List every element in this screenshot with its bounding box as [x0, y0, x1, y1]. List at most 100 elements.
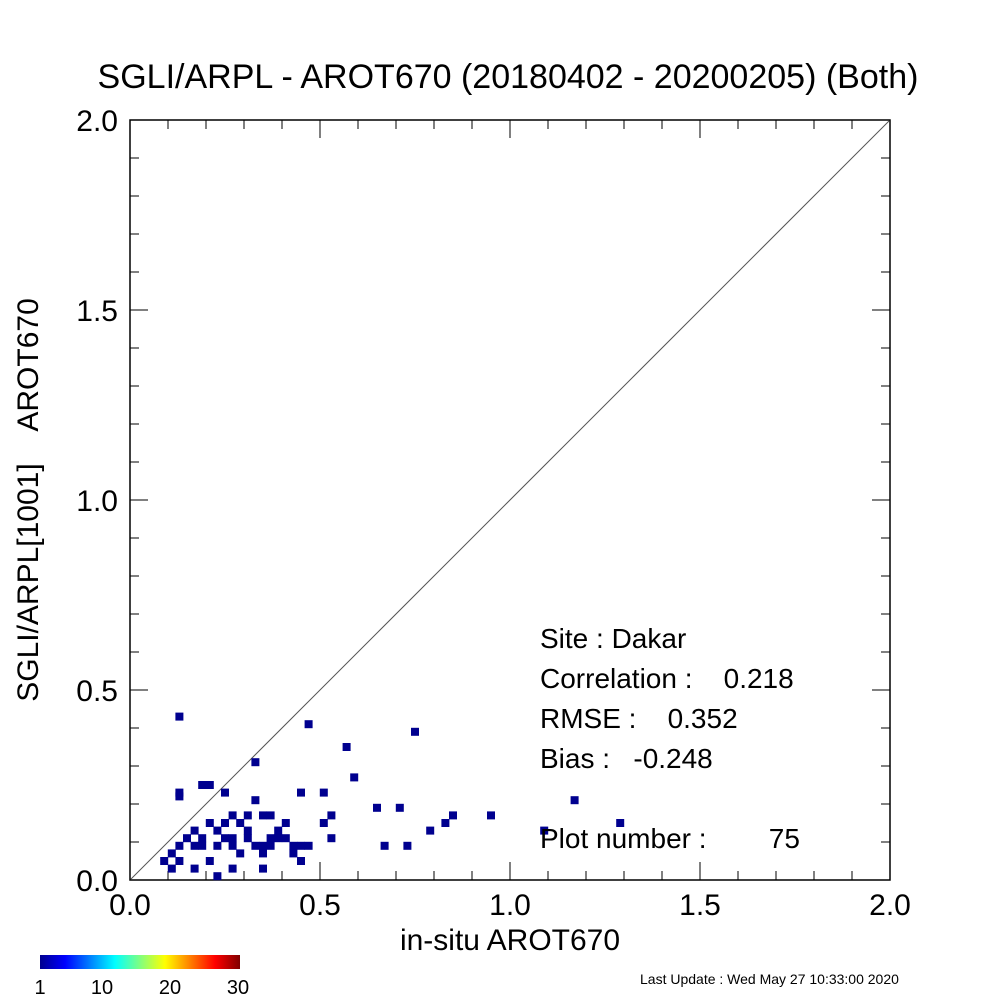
colorbar-label-10: 10 — [91, 977, 113, 999]
colorbar-gradient — [40, 955, 240, 969]
colorbar: 1 10 20 30 — [34, 955, 249, 999]
y-tick-label: 2.0 — [76, 105, 118, 138]
data-point — [175, 788, 184, 797]
axis-ticks — [129, 119, 891, 881]
x-tick-label: 0.0 — [109, 889, 151, 922]
data-point — [274, 826, 283, 835]
data-point — [403, 841, 412, 850]
data-point — [198, 841, 207, 850]
colorbar-label-min: 1 — [34, 977, 45, 999]
x-tick-label: 2.0 — [869, 889, 911, 922]
data-point — [289, 849, 298, 858]
data-point — [380, 841, 389, 850]
data-point — [243, 834, 252, 843]
data-point — [243, 811, 252, 820]
data-point — [259, 811, 267, 820]
x-tick-labels: 0.0 0.5 1.0 1.5 2.0 — [109, 889, 911, 922]
x-tick-label: 1.0 — [489, 889, 531, 922]
x-axis-label: in-situ AROT670 — [400, 924, 620, 957]
data-point — [236, 849, 245, 858]
data-point — [297, 788, 305, 797]
data-point — [205, 819, 214, 827]
site-text: Site : Dakar — [540, 623, 686, 654]
data-point — [167, 864, 176, 873]
stats-panel: Site : Dakar Correlation : 0.218 RMSE : … — [540, 623, 800, 854]
last-update-text: Last Update : Wed May 27 10:33:00 2020 — [640, 971, 899, 987]
data-point — [198, 834, 207, 843]
data-point — [190, 864, 199, 873]
data-point — [297, 841, 305, 850]
data-point — [198, 781, 207, 789]
data-point — [266, 841, 275, 850]
data-point — [319, 788, 328, 797]
data-point — [281, 819, 290, 827]
data-point — [213, 826, 222, 835]
y-tick-label: 0.5 — [76, 675, 118, 708]
rmse-text: RMSE : 0.352 — [540, 703, 738, 734]
data-point — [160, 857, 169, 865]
data-point — [304, 720, 313, 729]
data-point — [350, 773, 359, 782]
data-point — [616, 819, 625, 827]
data-point — [266, 811, 275, 820]
data-point — [327, 834, 336, 843]
y-tick-labels: 0.0 0.5 1.0 1.5 2.0 — [76, 105, 118, 898]
data-point — [228, 811, 237, 820]
bias-text: Bias : -0.248 — [540, 743, 713, 774]
chart-title: SGLI/ARPL - AROT670 (20180402 - 20200205… — [98, 58, 919, 96]
one-to-one-line — [129, 119, 891, 881]
data-point — [441, 819, 450, 827]
data-point — [205, 857, 214, 865]
y-axis-label: SGLI/ARPL[1001] AROT670 — [12, 298, 45, 702]
data-point — [342, 743, 351, 751]
data-point — [327, 811, 336, 820]
colorbar-label-max: 30 — [227, 977, 249, 999]
data-point — [289, 841, 298, 850]
correlation-text: Correlation : 0.218 — [540, 663, 794, 694]
data-point — [570, 796, 579, 805]
data-points — [160, 712, 625, 881]
x-tick-label: 0.5 — [299, 889, 341, 922]
data-point — [411, 727, 419, 736]
x-tick-label: 1.5 — [679, 889, 721, 922]
y-tick-label: 1.0 — [76, 485, 118, 518]
data-point — [221, 819, 229, 827]
data-point — [281, 834, 290, 843]
data-point — [395, 803, 404, 812]
data-point — [449, 811, 457, 820]
data-point — [183, 834, 191, 843]
data-point — [259, 864, 267, 873]
data-point — [167, 849, 176, 858]
data-point — [266, 834, 275, 843]
data-point — [236, 819, 245, 827]
data-point — [190, 841, 199, 850]
data-point — [228, 834, 237, 843]
data-point — [319, 819, 328, 827]
plot-area — [129, 119, 891, 881]
data-point — [221, 788, 229, 797]
data-point — [251, 796, 260, 805]
data-point — [175, 857, 184, 865]
plot-number-text: Plot number : 75 — [540, 823, 800, 854]
y-tick-label: 1.5 — [76, 295, 118, 328]
data-point — [259, 841, 267, 850]
data-point — [213, 872, 222, 881]
data-point — [221, 834, 229, 843]
data-point — [540, 826, 549, 835]
data-point — [243, 826, 252, 835]
colorbar-label-20: 20 — [159, 977, 181, 999]
data-point — [205, 781, 214, 789]
data-point — [304, 841, 313, 850]
data-point — [175, 841, 184, 850]
data-point — [175, 712, 184, 721]
data-point — [251, 758, 260, 767]
data-point — [228, 864, 237, 873]
data-point — [426, 826, 435, 835]
data-point — [373, 803, 381, 812]
data-point — [259, 849, 267, 858]
data-point — [274, 834, 283, 843]
y-tick-label: 0.0 — [76, 865, 118, 898]
data-point — [228, 841, 237, 850]
data-point — [190, 826, 199, 835]
